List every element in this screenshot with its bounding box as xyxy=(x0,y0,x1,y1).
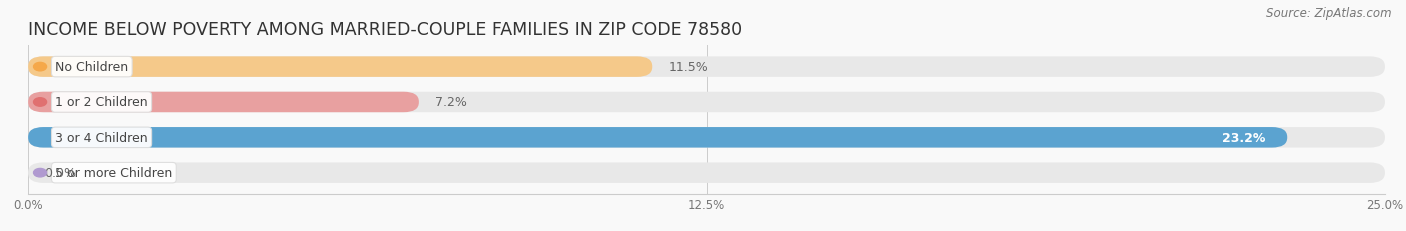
Text: 3 or 4 Children: 3 or 4 Children xyxy=(55,131,148,144)
Text: 23.2%: 23.2% xyxy=(1222,131,1265,144)
Circle shape xyxy=(34,98,46,107)
Text: 7.2%: 7.2% xyxy=(436,96,467,109)
FancyBboxPatch shape xyxy=(28,163,1385,183)
Text: 11.5%: 11.5% xyxy=(668,61,709,74)
Text: INCOME BELOW POVERTY AMONG MARRIED-COUPLE FAMILIES IN ZIP CODE 78580: INCOME BELOW POVERTY AMONG MARRIED-COUPL… xyxy=(28,21,742,39)
Circle shape xyxy=(34,169,46,177)
Text: 5 or more Children: 5 or more Children xyxy=(55,167,173,179)
Text: No Children: No Children xyxy=(55,61,128,74)
FancyBboxPatch shape xyxy=(28,92,1385,113)
FancyBboxPatch shape xyxy=(28,128,1385,148)
Text: 0.0%: 0.0% xyxy=(45,167,76,179)
FancyBboxPatch shape xyxy=(28,128,1288,148)
FancyBboxPatch shape xyxy=(28,57,1385,78)
Text: 1 or 2 Children: 1 or 2 Children xyxy=(55,96,148,109)
Text: Source: ZipAtlas.com: Source: ZipAtlas.com xyxy=(1267,7,1392,20)
Circle shape xyxy=(34,134,46,142)
FancyBboxPatch shape xyxy=(28,57,652,78)
Circle shape xyxy=(34,63,46,72)
FancyBboxPatch shape xyxy=(28,92,419,113)
